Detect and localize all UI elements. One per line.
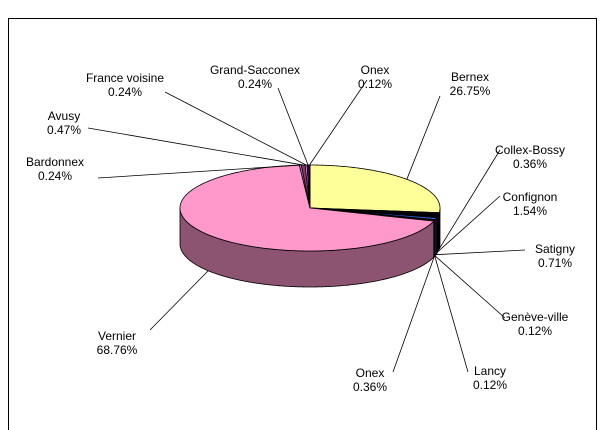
leader-line	[406, 95, 441, 180]
slice-value-label: 26.75%	[450, 84, 491, 98]
slice-label: Confignon	[503, 190, 558, 204]
leader-line	[97, 164, 301, 179]
leader-line	[392, 256, 435, 373]
slice-value-label: 0.71%	[538, 256, 572, 270]
slice-value-label: 0.24%	[238, 77, 272, 91]
slice-value-label: 0.24%	[38, 169, 72, 183]
leader-line	[164, 91, 307, 166]
slice-label: Lancy	[474, 364, 506, 378]
slice-value-label: 0.36%	[353, 380, 387, 394]
leader-line	[435, 249, 526, 256]
slice-value-label: 0.24%	[108, 85, 142, 99]
slice-label: Satigny	[535, 242, 575, 256]
leader-line	[87, 127, 304, 166]
slice-label: France voisine	[86, 71, 164, 85]
leader-line	[437, 195, 501, 253]
pie-slice	[179, 164, 435, 252]
leader-line	[149, 270, 209, 331]
leader-line	[438, 149, 501, 250]
leader-line	[434, 255, 469, 373]
slice-value-label: 68.76%	[97, 343, 138, 357]
slice-label: Genève-ville	[502, 310, 569, 324]
slice-label: Onex	[356, 366, 385, 380]
slice-label: Bardonnex	[26, 155, 84, 169]
slice-value-label: 0.12%	[518, 324, 552, 338]
slice-value-label: 0.12%	[358, 77, 392, 91]
slice-label: Vernier	[98, 329, 136, 343]
slice-label: Grand-Sacconex	[210, 63, 300, 77]
slice-value-label: 0.12%	[473, 378, 507, 392]
leader-line	[309, 79, 368, 166]
slice-value-label: 0.47%	[47, 123, 81, 137]
leader-line	[434, 255, 506, 319]
slice-label: Collex-Bossy	[495, 143, 565, 157]
leader-line	[277, 87, 309, 166]
slice-label: Bernex	[451, 70, 489, 84]
slice-label: Onex	[361, 63, 390, 77]
slice-value-label: 0.36%	[513, 157, 547, 171]
slice-label: Avusy	[48, 109, 80, 123]
slice-value-label: 1.54%	[513, 204, 547, 218]
